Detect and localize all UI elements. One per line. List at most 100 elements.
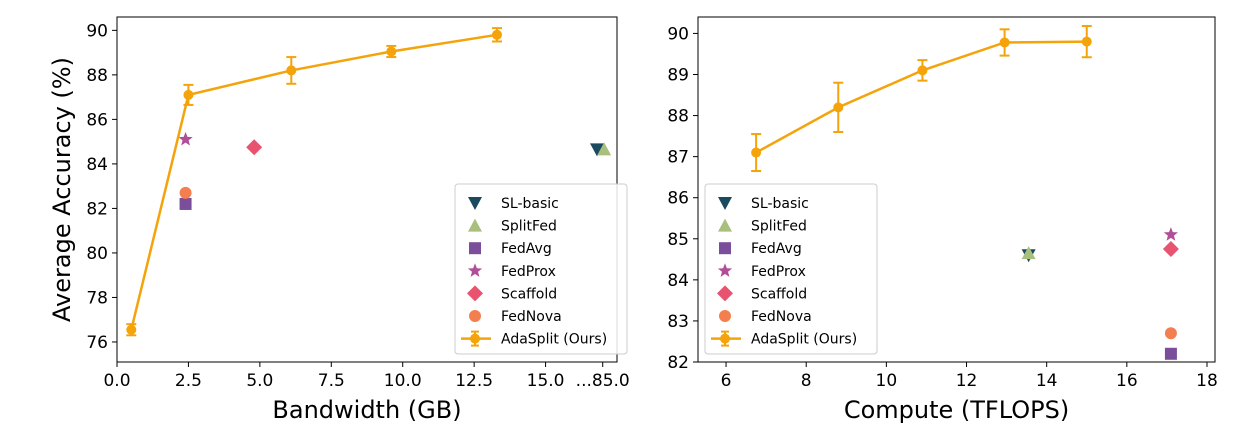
legend-marker bbox=[719, 242, 731, 255]
legend-label: Scaffold bbox=[751, 286, 807, 302]
legend-marker bbox=[719, 310, 731, 322]
y-tick-label: 90 bbox=[86, 21, 108, 41]
data-point bbox=[1162, 241, 1179, 258]
legend-marker bbox=[717, 285, 733, 302]
data-point bbox=[386, 46, 397, 57]
x-tick-label: 2.5 bbox=[175, 371, 202, 391]
y-tick-label: 87 bbox=[667, 148, 689, 168]
data-point bbox=[178, 131, 193, 146]
legend-marker bbox=[468, 197, 482, 210]
data-point bbox=[126, 324, 137, 335]
legend-marker bbox=[718, 218, 732, 232]
x-tick-label: 8 bbox=[801, 371, 812, 391]
data-point bbox=[1163, 227, 1179, 241]
x-axis-label: Bandwidth (GB) bbox=[272, 396, 461, 424]
series-adasplit-ours bbox=[126, 27, 502, 337]
series-splitfed bbox=[597, 142, 612, 156]
legend-item: FedNova bbox=[469, 309, 562, 325]
legend-item: FedAvg bbox=[719, 241, 802, 257]
legend-item: SplitFed bbox=[468, 218, 557, 235]
legend-item: FedAvg bbox=[469, 241, 552, 257]
legend-box bbox=[454, 183, 628, 355]
series-splitfed bbox=[1021, 246, 1036, 260]
y-tick-label: 80 bbox=[86, 244, 108, 264]
legend-label: FedProx bbox=[751, 264, 806, 280]
legend-item: SplitFed bbox=[718, 218, 807, 235]
x-tick-label: ...85.0 bbox=[576, 371, 630, 391]
x-tick-label: 12.5 bbox=[455, 371, 493, 391]
legend-marker bbox=[469, 242, 481, 255]
legend-label: FedProx bbox=[501, 264, 556, 280]
legend-label: FedNova bbox=[501, 309, 562, 325]
legend-label: SplitFed bbox=[501, 219, 557, 235]
x-tick-label: 0.0 bbox=[103, 371, 130, 391]
x-axis-label: Compute (TFLOPS) bbox=[844, 396, 1069, 424]
x-tick-label: 18 bbox=[1196, 371, 1218, 391]
legend-marker bbox=[467, 285, 483, 302]
legend: SL-basic SplitFed FedAvg FedProx Scaffold Fed… bbox=[704, 183, 878, 355]
legend-label: AdaSplit (Ours) bbox=[751, 332, 857, 348]
y-tick-label: 82 bbox=[86, 199, 108, 219]
legend: SL-basic SplitFed FedAvg FedProx Scaffold Fed… bbox=[454, 183, 628, 355]
data-point bbox=[179, 197, 192, 210]
series-fednova bbox=[179, 186, 192, 199]
legend-item: FedProx bbox=[467, 263, 556, 280]
adasplit-line bbox=[755, 40, 1087, 154]
data-point bbox=[590, 143, 604, 157]
series-fedprox bbox=[178, 131, 193, 146]
x-tick-label: 14 bbox=[1036, 371, 1058, 391]
legend-label: SL-basic bbox=[751, 196, 809, 212]
adasplit-line bbox=[130, 33, 498, 331]
data-point bbox=[492, 29, 502, 40]
y-tick-label: 89 bbox=[667, 66, 689, 86]
data-point bbox=[179, 186, 192, 199]
x-tick-label: 6 bbox=[721, 371, 732, 391]
data-point bbox=[999, 37, 1010, 48]
series-scaffold bbox=[246, 139, 263, 156]
data-point bbox=[751, 147, 762, 158]
series-scaffold bbox=[1162, 241, 1179, 258]
legend-item: FedProx bbox=[717, 263, 806, 280]
y-tick-label: 83 bbox=[667, 312, 689, 332]
legend-item: SL-basic bbox=[718, 196, 809, 212]
legend-item: Scaffold bbox=[717, 285, 807, 302]
plot-frame bbox=[697, 16, 1216, 363]
data-point bbox=[833, 102, 844, 113]
series-fedprox bbox=[1163, 227, 1179, 241]
series-fedavg bbox=[1164, 347, 1177, 360]
x-tick-label: 7.5 bbox=[318, 371, 345, 391]
x-tick-label: 15.0 bbox=[527, 371, 565, 391]
y-tick-label: 78 bbox=[86, 288, 108, 308]
data-point bbox=[286, 65, 297, 76]
legend-item: Scaffold bbox=[467, 285, 557, 302]
y-tick-label: 88 bbox=[667, 107, 689, 127]
series-fedavg bbox=[179, 197, 192, 210]
y-tick-label: 88 bbox=[86, 66, 108, 86]
y-tick-label: 84 bbox=[86, 155, 108, 175]
x-tick-label: 10 bbox=[876, 371, 898, 391]
chart-compute-vs-accuracy: 6 8 10 12 14 16 18 82 83 84 85 86 87 88 89 90 Compute (T… bbox=[667, 16, 1218, 424]
legend-marker bbox=[469, 310, 481, 322]
legend-label: FedNova bbox=[751, 309, 812, 325]
legend-marker bbox=[717, 263, 733, 277]
legend-label: FedAvg bbox=[501, 241, 552, 257]
legend-label: SplitFed bbox=[751, 219, 807, 235]
x-tick-label: 5.0 bbox=[246, 371, 273, 391]
legend-marker bbox=[470, 333, 480, 344]
legend-item: FedNova bbox=[719, 309, 812, 325]
legend-label: Scaffold bbox=[501, 286, 557, 302]
legend-marker bbox=[467, 263, 483, 277]
legend-label: SL-basic bbox=[501, 196, 559, 212]
series-adasplit-ours bbox=[751, 25, 1092, 173]
legend-item: SL-basic bbox=[468, 196, 559, 212]
y-tick-label: 86 bbox=[86, 110, 108, 130]
legend-item: AdaSplit (Ours) bbox=[461, 330, 607, 348]
x-tick-label: 10.0 bbox=[384, 371, 422, 391]
legend-box bbox=[704, 183, 878, 355]
y-tick-label: 84 bbox=[667, 271, 689, 291]
data-point bbox=[1164, 347, 1177, 360]
chart-bandwidth-vs-accuracy: 0.0 2.5 5.0 7.5 10.0 12.5 15.0 ...85.0 76 78 80 82 8… bbox=[48, 16, 630, 424]
x-tick-label: 16 bbox=[1116, 371, 1138, 391]
legend-marker bbox=[720, 333, 730, 344]
y-axis-label: Average Accuracy (%) bbox=[48, 57, 76, 322]
